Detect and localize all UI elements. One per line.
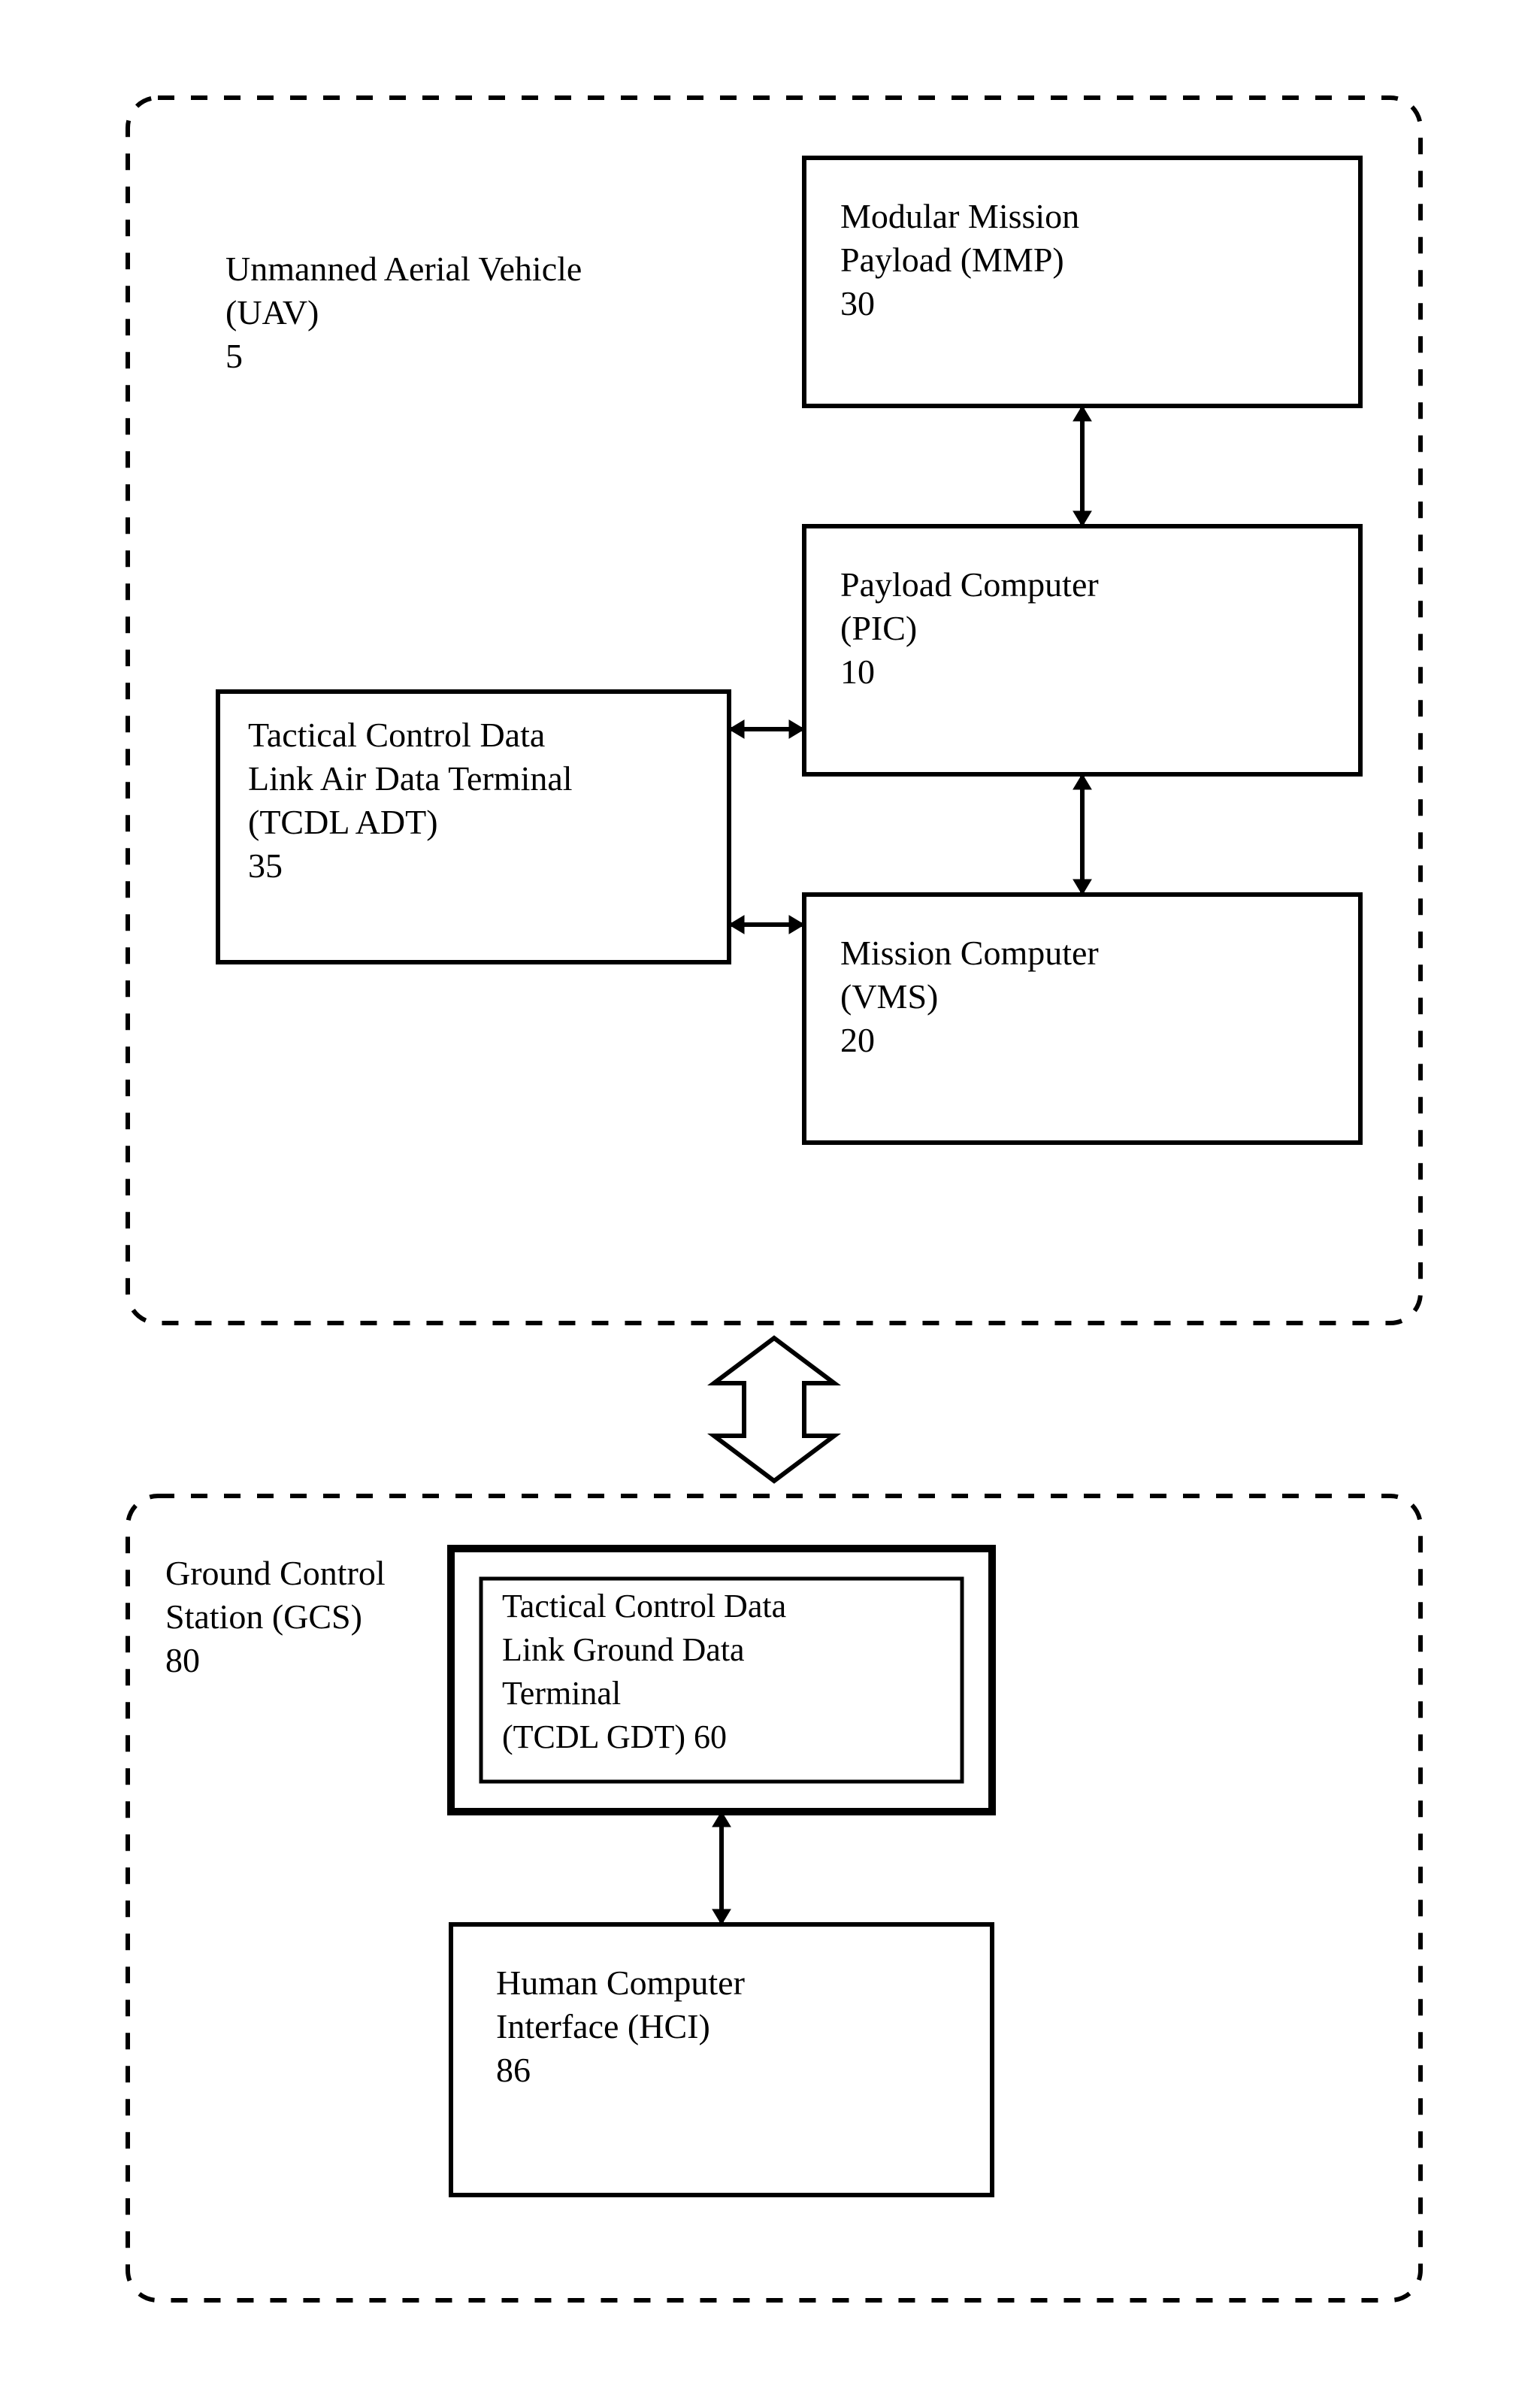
vms-box: [804, 895, 1360, 1143]
uav-label: Unmanned Aerial Vehicle(UAV)5: [225, 250, 582, 375]
pic-box: [804, 526, 1360, 774]
mmp-box: [804, 158, 1360, 406]
gcs-label: Ground ControlStation (GCS)80: [165, 1554, 386, 1679]
uav-gcs-block-diagram: Unmanned Aerial Vehicle(UAV)5 Ground Cont…: [0, 0, 1540, 2395]
uav-gcs-link-arrow: [714, 1338, 834, 1481]
